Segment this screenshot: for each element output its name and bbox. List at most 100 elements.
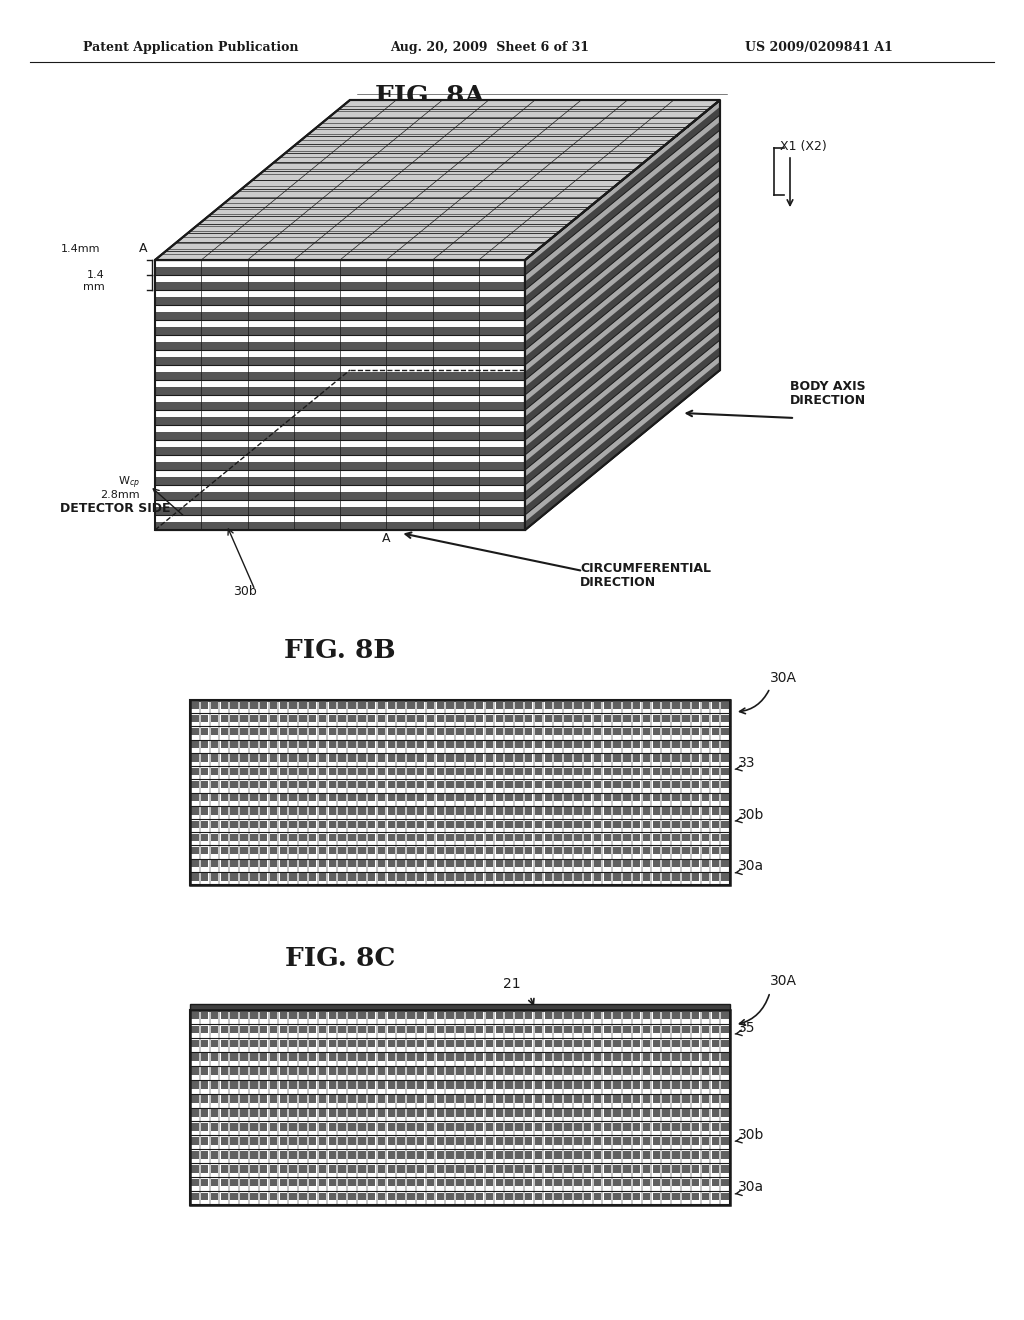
Bar <box>594 1151 601 1159</box>
Bar <box>476 861 483 867</box>
Bar <box>457 1011 464 1019</box>
Bar <box>485 874 494 880</box>
Bar <box>545 1109 552 1117</box>
Bar <box>329 1109 336 1117</box>
Bar <box>280 1164 287 1172</box>
Bar <box>692 755 699 762</box>
Bar <box>280 1040 287 1047</box>
Bar <box>652 1081 660 1089</box>
Bar <box>584 781 592 788</box>
Bar <box>633 1109 640 1117</box>
Bar <box>485 1179 494 1187</box>
Bar <box>624 702 631 709</box>
Bar <box>446 1026 454 1034</box>
Bar <box>368 1096 376 1104</box>
Bar <box>721 1040 729 1047</box>
Bar <box>701 1026 710 1034</box>
Bar <box>496 1109 503 1117</box>
Bar <box>712 715 719 722</box>
Bar <box>476 715 483 722</box>
Polygon shape <box>155 411 525 417</box>
Bar <box>466 702 473 709</box>
Bar <box>515 742 522 748</box>
Bar <box>280 781 287 788</box>
Bar <box>408 1109 415 1117</box>
Bar <box>299 702 306 709</box>
Bar <box>241 755 248 762</box>
Bar <box>554 1151 562 1159</box>
Bar <box>525 1137 532 1144</box>
Text: DIRECTION: DIRECTION <box>580 576 656 589</box>
Bar <box>339 702 346 709</box>
Bar <box>348 795 355 801</box>
Bar <box>584 768 592 775</box>
Bar <box>525 821 532 828</box>
Bar <box>701 1011 710 1019</box>
Bar <box>594 768 601 775</box>
Bar <box>594 847 601 854</box>
Bar <box>446 1193 454 1200</box>
Bar <box>643 1026 650 1034</box>
Bar <box>280 808 287 814</box>
Bar <box>485 1040 494 1047</box>
Bar <box>309 1026 316 1034</box>
Bar <box>545 1096 552 1104</box>
Bar <box>427 1164 434 1172</box>
Bar <box>339 1068 346 1074</box>
Bar <box>515 1109 522 1117</box>
Bar <box>535 861 543 867</box>
Bar <box>408 729 415 735</box>
Bar <box>564 795 571 801</box>
Bar <box>535 1193 543 1200</box>
Bar <box>643 1137 650 1144</box>
Bar <box>663 1011 670 1019</box>
Bar <box>633 768 640 775</box>
Bar <box>496 1096 503 1104</box>
Bar <box>318 1011 327 1019</box>
Bar <box>348 847 355 854</box>
Bar <box>673 1026 680 1034</box>
Bar <box>339 808 346 814</box>
Bar <box>358 1040 366 1047</box>
Bar <box>348 1193 355 1200</box>
Bar <box>378 1193 385 1200</box>
Bar <box>624 821 631 828</box>
Bar <box>721 847 729 854</box>
Bar <box>603 834 611 841</box>
Bar <box>378 861 385 867</box>
Bar <box>318 847 327 854</box>
Text: 30b: 30b <box>233 585 257 598</box>
Bar <box>290 742 297 748</box>
Bar <box>339 1164 346 1172</box>
Bar <box>397 1081 404 1089</box>
Bar <box>211 1151 218 1159</box>
Bar <box>348 1026 355 1034</box>
Bar <box>535 1151 543 1159</box>
Bar <box>408 874 415 880</box>
Bar <box>280 834 287 841</box>
Bar <box>476 1193 483 1200</box>
Bar <box>564 834 571 841</box>
Bar <box>318 1179 327 1187</box>
Bar <box>191 1151 199 1159</box>
Bar <box>721 821 729 828</box>
Bar <box>643 1164 650 1172</box>
Bar <box>358 861 366 867</box>
Bar <box>191 1109 199 1117</box>
Bar <box>545 1040 552 1047</box>
Bar <box>545 795 552 801</box>
Bar <box>515 781 522 788</box>
Bar <box>554 1164 562 1172</box>
Bar <box>633 1053 640 1061</box>
Bar <box>358 781 366 788</box>
Bar <box>408 808 415 814</box>
Bar <box>368 1068 376 1074</box>
Bar <box>624 1081 631 1089</box>
Text: A: A <box>138 242 147 255</box>
Bar <box>613 742 621 748</box>
Bar <box>318 861 327 867</box>
Polygon shape <box>155 356 525 366</box>
Bar <box>643 1053 650 1061</box>
Bar <box>633 1096 640 1104</box>
Bar <box>652 808 660 814</box>
